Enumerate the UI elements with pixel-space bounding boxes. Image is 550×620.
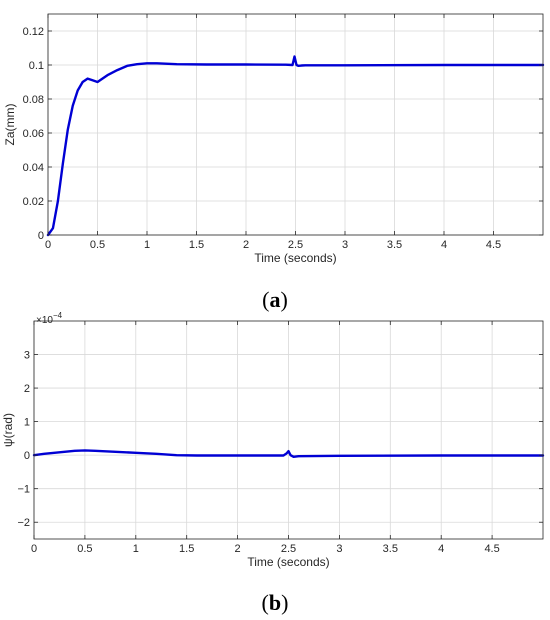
- y-tick-label: 0.04: [23, 162, 44, 174]
- y-tick-label: 0.06: [23, 128, 44, 140]
- x-tick-label: 2: [243, 239, 249, 251]
- x-tick-label: 3.5: [383, 543, 398, 555]
- y-tick-label: −1: [17, 484, 30, 496]
- x-tick-label: 0.5: [90, 239, 105, 251]
- y-tick-label: 0.1: [29, 60, 44, 72]
- x-tick-label: 0: [45, 239, 51, 251]
- y-tick-label: 3: [24, 350, 30, 362]
- x-tick-label: 1: [133, 543, 139, 555]
- y-axis-label-b: ψ(rad): [1, 413, 15, 447]
- x-tick-label: 3: [336, 543, 342, 555]
- x-tick-label: 1: [144, 239, 150, 251]
- x-tick-label: 1.5: [179, 543, 194, 555]
- x-axis-label-b: Time (seconds): [247, 555, 329, 569]
- x-tick-label: 0.5: [77, 543, 92, 555]
- y-tick-label: 2: [24, 383, 30, 395]
- series-group-b: [32, 449, 545, 459]
- x-ticks-b: 0 0.5 1 1.5 2 2.5 3 3.5 4 4.5: [31, 321, 500, 555]
- grid-b: [33, 321, 543, 539]
- x-axis-label-a: Time (seconds): [254, 251, 336, 265]
- y-tick-label: 0: [24, 450, 30, 462]
- series-line: [32, 449, 545, 459]
- x-tick-label: 2: [235, 543, 241, 555]
- y-tick-label: −2: [17, 517, 30, 529]
- x-tick-label: 4.5: [486, 239, 501, 251]
- y-tick-label: 0.12: [23, 26, 44, 38]
- x-tick-label: 1.5: [189, 239, 204, 251]
- y-ticks-a: 0 0.02 0.04 0.06 0.08 0.1 0.12: [23, 26, 543, 242]
- y-tick-label: 0: [38, 230, 44, 242]
- series-line: [46, 55, 545, 237]
- x-tick-label: 3.5: [387, 239, 402, 251]
- panel-letter-a: a: [270, 287, 281, 312]
- x-tick-label: 4: [441, 239, 447, 251]
- y-ticks-b: −2 −1 0 1 2 3: [17, 350, 543, 529]
- chart-panel-b: 0 0.5 1 1.5 2 2.5 3 3.5 4 4.5 −2 −1 0 1 2 3 ×10−4 Time…: [1, 311, 545, 569]
- y-axis-label-a: Za(mm): [3, 104, 17, 146]
- x-tick-label: 3: [342, 239, 348, 251]
- chart-panel-a: 0 0.5 1 1.5 2 2.5 3 3.5 4 4.5 0 0.02 0.04 0.06 0.08 0.…: [3, 13, 545, 265]
- panel-letter-b: b: [269, 590, 281, 615]
- y-tick-label: 1: [24, 417, 30, 429]
- x-tick-label: 4: [438, 543, 444, 555]
- panel-label-b: (b): [262, 590, 289, 615]
- panel-label-a: (a): [262, 287, 288, 312]
- x-tick-label: 2.5: [281, 543, 296, 555]
- y-tick-label: 0.02: [23, 196, 44, 208]
- x-tick-label: 2.5: [288, 239, 303, 251]
- exponent-base: ×10: [36, 315, 53, 326]
- y-tick-label: 0.08: [23, 94, 44, 106]
- x-tick-label: 4.5: [484, 543, 499, 555]
- x-tick-label: 0: [31, 543, 37, 555]
- y-exponent-label-b: ×10−4: [36, 311, 63, 326]
- x-ticks-a: 0 0.5 1 1.5 2 2.5 3 3.5 4 4.5: [45, 14, 501, 251]
- series-group-a: [46, 55, 545, 237]
- exponent-power: −4: [53, 311, 63, 320]
